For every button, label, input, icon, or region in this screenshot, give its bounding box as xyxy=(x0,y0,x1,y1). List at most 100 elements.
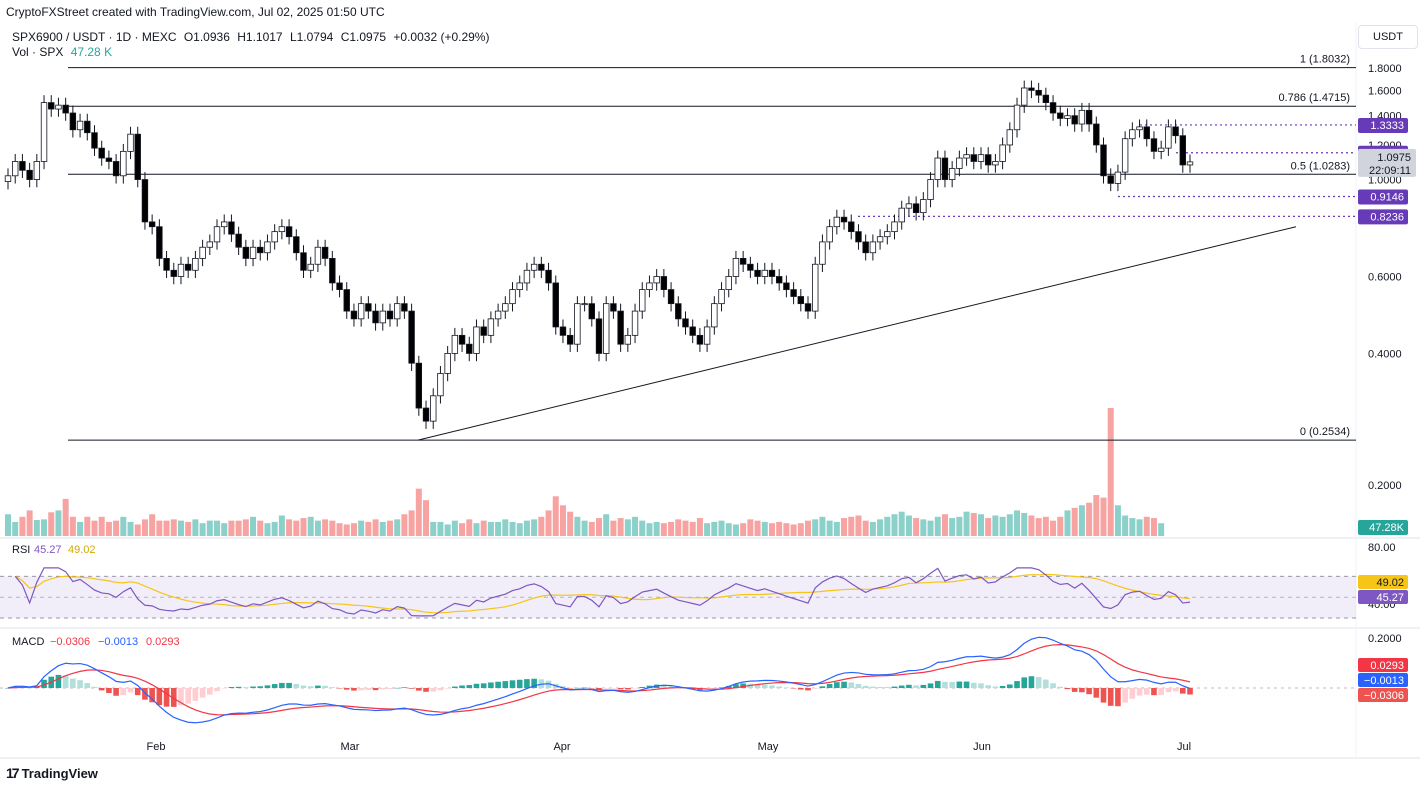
volume-bar xyxy=(632,516,639,536)
macd-histogram-bar xyxy=(416,688,422,691)
macd-histogram-bar xyxy=(834,682,840,688)
candle-body xyxy=(617,310,624,345)
candle-body xyxy=(920,199,927,214)
countdown-timer: 22:09:11 xyxy=(1369,165,1411,177)
volume-bar xyxy=(12,521,19,536)
volume-bar xyxy=(747,519,754,536)
volume-legend: Vol · SPX 47.28 K xyxy=(12,45,112,59)
volume-bar xyxy=(963,511,970,536)
macd-histogram-bar xyxy=(1187,688,1193,695)
volume-bar xyxy=(1150,518,1157,536)
volume-bar xyxy=(466,519,473,536)
price-axis-tick: 1.6000 xyxy=(1368,85,1402,97)
volume-bar xyxy=(278,515,285,536)
volume-bar xyxy=(134,524,141,536)
candle-body xyxy=(401,303,408,312)
volume-bar xyxy=(185,521,192,536)
candle-body xyxy=(761,269,768,277)
candle-body xyxy=(653,276,660,284)
volume-bar xyxy=(552,496,559,536)
macd-histogram-bar xyxy=(163,688,170,707)
volume-label[interactable]: Vol · SPX xyxy=(12,45,64,59)
volume-bar xyxy=(300,518,307,536)
macd-histogram-bar xyxy=(639,686,646,688)
symbol-name[interactable]: SPX6900 / USDT · 1D · MEXC xyxy=(12,30,177,44)
candle-body xyxy=(682,318,689,328)
candle-body xyxy=(98,147,105,159)
macd-histogram-bar xyxy=(1028,676,1035,688)
macd-histogram-bar xyxy=(430,688,437,692)
candle-body xyxy=(545,269,552,284)
candle-body xyxy=(33,161,41,180)
macd-histogram-bar xyxy=(877,686,883,688)
price-marker-value: 0.8236 xyxy=(1370,211,1404,223)
volume-bar xyxy=(473,523,480,536)
volume-bar xyxy=(170,519,177,536)
macd-title: MACD xyxy=(12,636,44,648)
candle-body xyxy=(689,326,696,336)
candle-body xyxy=(163,258,170,271)
candle-body xyxy=(970,154,977,162)
volume-bar xyxy=(48,512,55,536)
candle-body xyxy=(69,112,77,131)
volume-bar xyxy=(394,519,401,536)
macd-histogram-bar xyxy=(134,688,141,696)
volume-bar xyxy=(322,519,329,536)
macd-line-value: −0.0013 xyxy=(98,636,138,648)
volume-bar xyxy=(617,518,624,536)
macd-histogram-bar xyxy=(1158,688,1164,695)
volume-bar xyxy=(177,520,184,536)
volume-bar xyxy=(1093,495,1100,536)
candle-body xyxy=(696,334,704,345)
volume-bar xyxy=(192,519,199,536)
macd-histogram-bar xyxy=(444,688,451,689)
candle-body xyxy=(415,362,423,409)
volume-bar xyxy=(855,515,862,536)
candle-body xyxy=(559,326,567,336)
volume-bar xyxy=(970,512,977,536)
macd-histogram-bar xyxy=(970,682,977,688)
candle-body xyxy=(595,318,603,354)
volume-bar xyxy=(5,514,11,536)
macd-histogram-bar xyxy=(898,685,905,688)
volume-bar xyxy=(696,518,703,536)
volume-bar xyxy=(113,520,120,536)
candle-body xyxy=(1057,112,1064,119)
macd-histogram-bar xyxy=(769,685,775,688)
time-axis-tick: Apr xyxy=(553,741,570,753)
price-axis-tick: 0.4000 xyxy=(1368,348,1402,360)
candle-body xyxy=(278,226,286,233)
macd-histogram-bar xyxy=(798,688,804,690)
candle-body xyxy=(91,132,98,149)
candle-body xyxy=(509,289,516,305)
macd-histogram-bar xyxy=(1179,688,1186,694)
candle-body xyxy=(1165,126,1172,149)
macd-histogram-bar xyxy=(574,687,581,689)
symbol-legend: SPX6900 / USDT · 1D · MEXC O1.0936 H1.10… xyxy=(12,30,489,44)
currency-unit-button[interactable]: USDT xyxy=(1358,25,1418,49)
macd-histogram-bar xyxy=(264,685,271,688)
candle-body xyxy=(120,150,127,177)
candle-body xyxy=(192,258,199,271)
macd-histogram-bar xyxy=(1100,688,1107,703)
volume-bar xyxy=(877,519,884,536)
volume-bar xyxy=(920,519,927,536)
candle-body xyxy=(1150,138,1158,152)
macd-signal-badge xyxy=(1358,658,1408,672)
volume-bar xyxy=(343,524,350,536)
volume-bar xyxy=(444,524,451,536)
macd-histogram-bar xyxy=(307,686,314,688)
price-marker-badge xyxy=(1358,209,1408,225)
candle-body xyxy=(898,207,905,223)
candle-body xyxy=(747,263,754,271)
macd-histogram-bar xyxy=(934,680,941,688)
macd-histogram-bar xyxy=(98,688,105,691)
candle-body xyxy=(62,104,69,114)
candle-body xyxy=(1186,161,1194,166)
candle-body xyxy=(1136,126,1143,131)
volume-bar xyxy=(105,521,112,536)
macd-histogram-bar xyxy=(1043,679,1049,688)
change-value: +0.0032 (+0.29%) xyxy=(393,30,490,44)
volume-bar xyxy=(949,518,956,536)
